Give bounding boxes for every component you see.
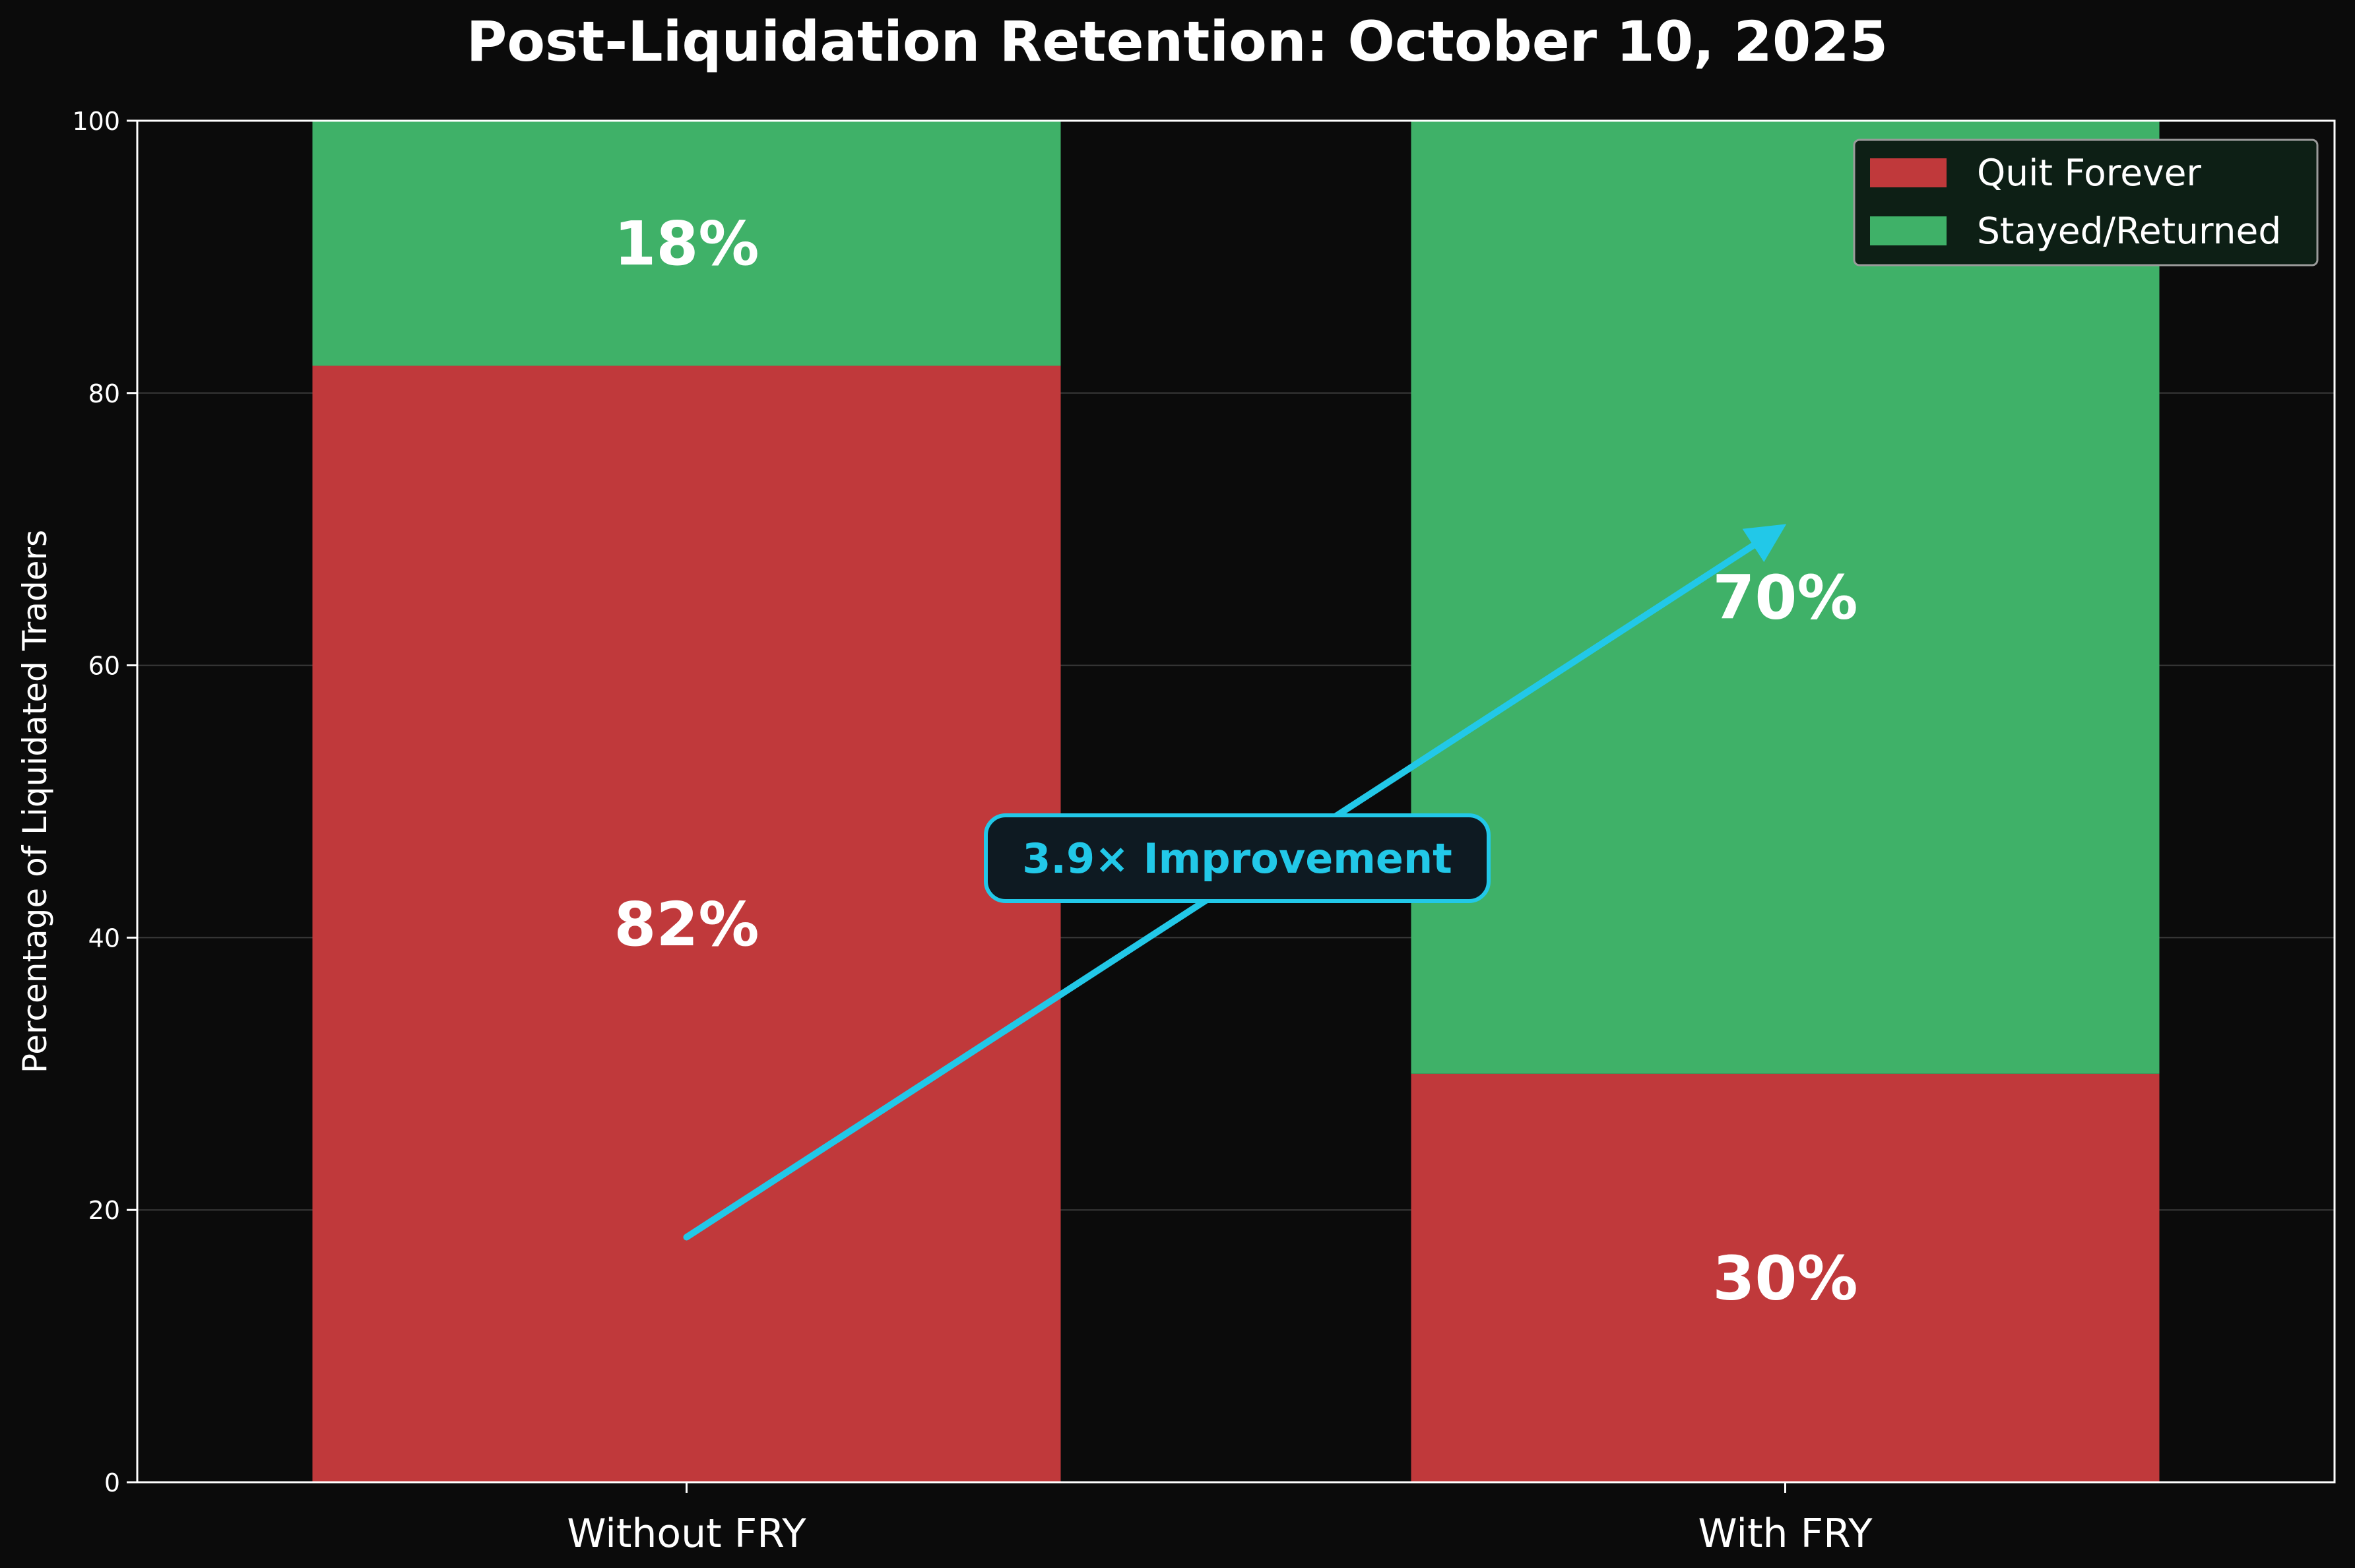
y-tick-label: 0	[104, 1468, 120, 1497]
plot-frame	[136, 119, 2336, 1484]
legend-box	[1853, 139, 2319, 267]
bar-quit-forever-without-fry	[312, 365, 1061, 1482]
bar-stayed-returned-without-fry	[312, 121, 1061, 366]
y-tick-label: 20	[88, 1196, 120, 1225]
bar-stayed-returned-with-fry	[1411, 121, 2160, 1074]
data-label: 18%	[614, 208, 759, 279]
y-axis-label: Percentage of Liquidated Traders	[16, 530, 54, 1073]
data-label: 30%	[1712, 1243, 1857, 1313]
annotation-box	[984, 813, 1491, 903]
annotation-text: 3.9× Improvement	[1022, 834, 1452, 883]
bar-quit-forever-with-fry	[1411, 1073, 2160, 1482]
x-tick-label: Without FRY	[567, 1511, 806, 1557]
x-tick-label: With FRY	[1698, 1511, 1873, 1557]
legend-swatch-stayed-returned	[1870, 216, 1947, 245]
data-label: 82%	[614, 889, 759, 960]
chart-title: Post-Liquidation Retention: October 10, …	[467, 9, 1888, 74]
legend-swatch-quit-forever	[1870, 158, 1947, 187]
data-label: 70%	[1712, 562, 1857, 633]
y-tick-label: 40	[88, 924, 120, 953]
y-tick-label: 60	[88, 652, 120, 681]
y-tick-label: 80	[88, 379, 120, 408]
legend-label: Stayed/Returned	[1977, 210, 2281, 252]
legend-label: Quit Forever	[1977, 152, 2201, 194]
y-tick-label: 100	[72, 107, 120, 136]
